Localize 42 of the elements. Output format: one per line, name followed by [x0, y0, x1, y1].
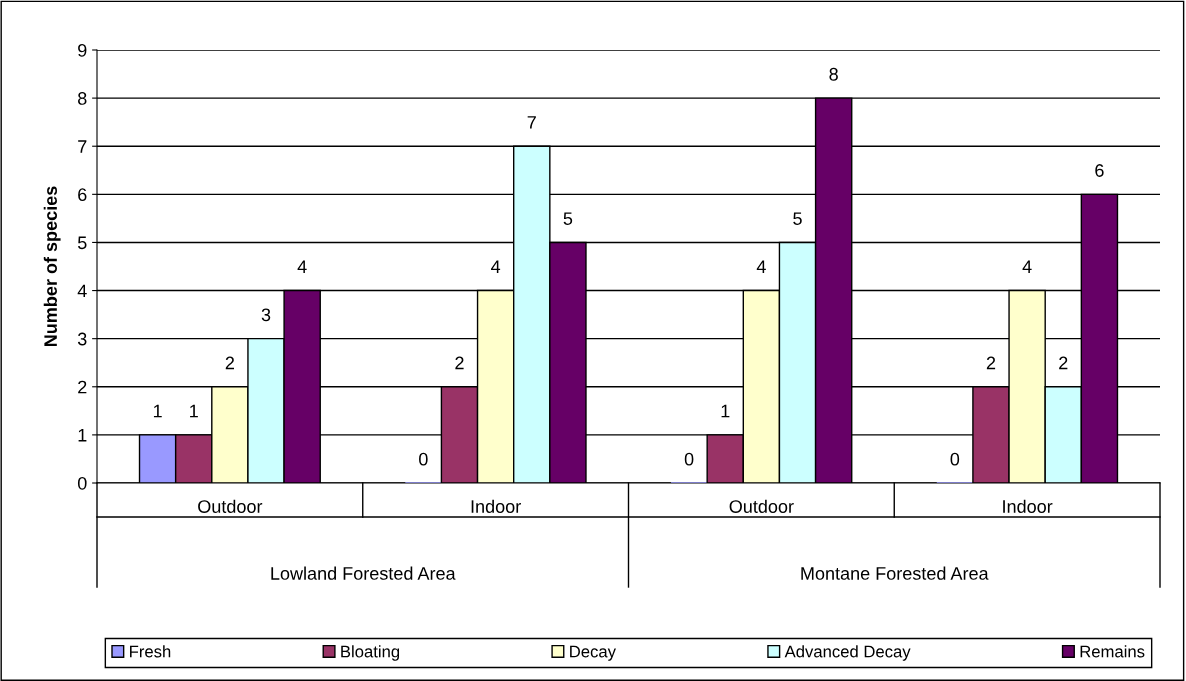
data-label: 4: [756, 260, 766, 273]
legend-label: Decay: [570, 645, 616, 661]
y-tick-label: 5: [77, 236, 87, 250]
y-tick-label: 4: [77, 284, 87, 298]
legend-label: Fresh: [130, 645, 171, 658]
data-label: 8: [829, 67, 838, 81]
data-label: 6: [1095, 164, 1104, 177]
data-label: 0: [950, 452, 960, 466]
data-label: 5: [793, 212, 802, 225]
data-label: 2: [225, 356, 234, 370]
y-tick-label: 7: [78, 140, 87, 153]
legend-label: Remains: [1080, 645, 1145, 658]
data-label: 3: [261, 308, 271, 322]
x-tick-label: Indoor: [471, 499, 521, 513]
y-tick-label: 8: [78, 92, 87, 105]
data-label: 4: [491, 260, 501, 273]
y-tick-label: 0: [77, 476, 87, 490]
legend-label: Bloating: [341, 645, 400, 661]
data-label: 2: [986, 356, 996, 370]
data-label: 1: [721, 404, 730, 418]
data-label: 4: [297, 260, 307, 273]
text: Lowland Forested Area: [271, 566, 456, 580]
y-tick-label: 2: [78, 380, 87, 394]
data-label: 2: [455, 356, 464, 370]
y-tick-label: 3: [77, 332, 87, 346]
data-label: 4: [1022, 260, 1032, 273]
y-tick-label: 6: [78, 188, 87, 202]
x-tick-label: Outdoor: [198, 499, 263, 513]
data-label: 0: [419, 452, 428, 466]
data-label: 1: [153, 404, 162, 418]
text: Montane Forested Area: [801, 566, 989, 580]
data-label: 1: [190, 404, 198, 418]
legend-label: Advanced Decay: [784, 645, 911, 661]
x-tick-label: Outdoor: [729, 499, 794, 513]
x-tick-label: Indoor: [1003, 499, 1053, 513]
data-label: 2: [1059, 356, 1068, 370]
data-label: 0: [684, 452, 694, 466]
data-label: 7: [527, 116, 536, 129]
y-tick-label: 9: [78, 43, 87, 57]
data-label: 5: [563, 212, 573, 225]
y-tick-label: 1: [78, 429, 87, 442]
y-axis-title: Number of species: [43, 186, 61, 347]
